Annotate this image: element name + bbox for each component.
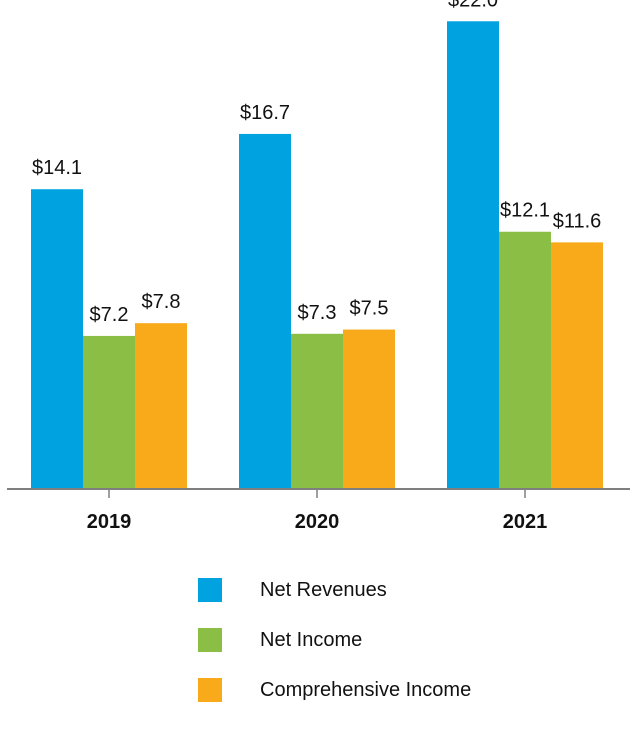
value-label-net-revenues-2020: $16.7 <box>240 102 290 124</box>
x-tick-label-2021: 2021 <box>503 511 548 533</box>
value-label-comprehensive-income-2020: $7.5 <box>350 298 389 320</box>
bar-net-income-2020 <box>291 333 343 489</box>
legend-swatch-comprehensive-income <box>198 678 222 702</box>
bar-comprehensive-income-2019 <box>135 323 187 489</box>
value-label-net-revenues-2019: $14.1 <box>32 157 82 179</box>
legend-label-net-income: Net Income <box>260 628 363 651</box>
value-label-net-income-2021: $12.1 <box>500 200 550 222</box>
bar-net-revenues-2020 <box>239 133 291 489</box>
value-labels-group: $14.1 $7.2 $7.8 $16.7 $7.3 $7.5 $22.0 $12.1 $11.… <box>32 0 601 326</box>
legend-label-net-revenues: Net Revenues <box>260 578 387 601</box>
x-tick-label-2019: 2019 <box>87 511 132 533</box>
bar-comprehensive-income-2020 <box>343 329 395 489</box>
x-tick-label-2020: 2020 <box>295 511 340 533</box>
bars-group <box>31 21 603 490</box>
bar-net-income-2019 <box>83 335 135 489</box>
bar-net-revenues-2019 <box>31 189 83 489</box>
x-ticks-group: 2019 2020 2021 <box>87 489 548 533</box>
legend-label-comprehensive-income: Comprehensive Income <box>260 678 472 701</box>
value-label-comprehensive-income-2019: $7.8 <box>142 291 181 313</box>
legend-swatch-net-revenues <box>198 578 222 602</box>
value-label-net-income-2019: $7.2 <box>90 304 129 326</box>
bar-net-income-2021 <box>499 231 551 490</box>
value-label-net-revenues-2021: $22.0 <box>448 0 498 11</box>
legend-item-net-revenues: Net Revenues <box>198 578 471 602</box>
bar-net-revenues-2021 <box>447 21 499 490</box>
legend-item-net-income: Net Income <box>198 628 471 652</box>
value-label-comprehensive-income-2021: $11.6 <box>553 210 602 232</box>
legend-item-comprehensive-income: Comprehensive Income <box>198 678 471 702</box>
bar-comprehensive-income-2021 <box>551 242 603 489</box>
bar-chart: $14.1 $7.2 $7.8 $16.7 $7.3 $7.5 $22.0 $12.1 $11.… <box>7 0 630 533</box>
legend: Net Revenues Net Income Comprehensive In… <box>198 578 471 728</box>
value-label-net-income-2020: $7.3 <box>298 302 337 324</box>
legend-swatch-net-income <box>198 628 222 652</box>
